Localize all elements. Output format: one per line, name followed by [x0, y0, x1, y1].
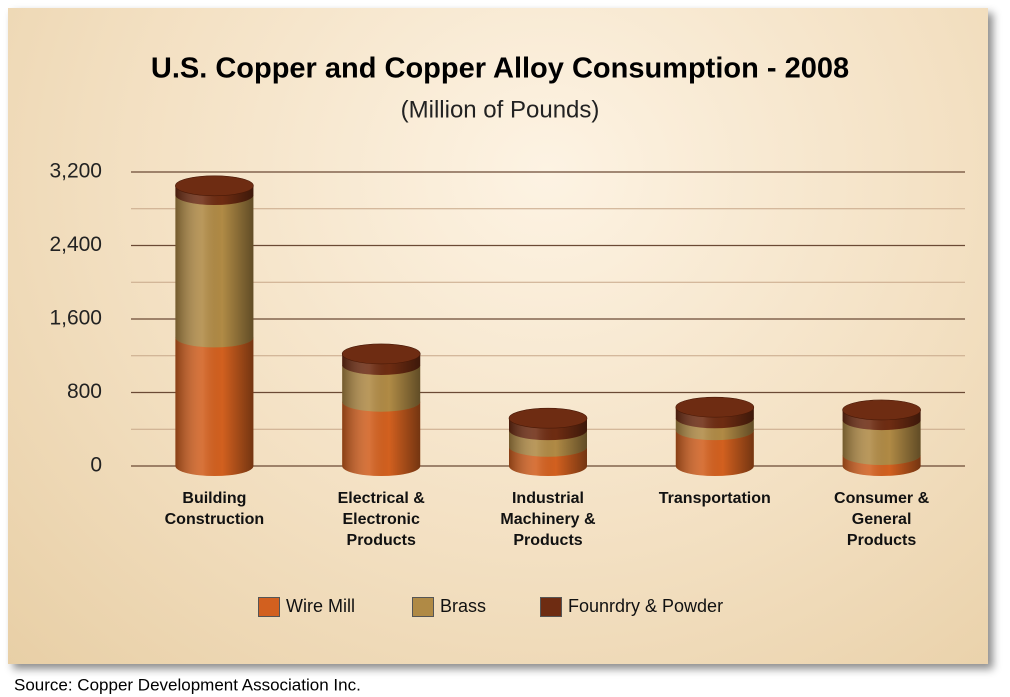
legend-swatch: [258, 597, 280, 617]
cylinder-shading: [342, 401, 421, 477]
y-tick-label: 0: [90, 454, 102, 477]
chart-panel: [8, 8, 988, 664]
chart-subtitle: (Million of Pounds): [401, 96, 600, 123]
x-tick-label: Transportation: [658, 490, 771, 507]
legend-swatch: [540, 597, 562, 617]
x-tick-label: Building Construction: [164, 490, 265, 528]
cylinder-cap: [842, 399, 921, 421]
y-tick-label: 2,400: [49, 233, 102, 256]
cylinder-cap: [341, 343, 421, 365]
chart-title: U.S. Copper and Copper Alloy Consumption…: [151, 53, 849, 85]
y-tick-label: 3,200: [49, 160, 102, 183]
cylinder-cap: [675, 396, 755, 418]
legend-swatch: [412, 597, 434, 617]
legend-label: Brass: [440, 596, 487, 616]
cylinder-cap: [508, 407, 588, 429]
x-tick-label: Electrical & Electronic Products: [337, 490, 425, 549]
cylinder-shading: [175, 337, 254, 477]
legend-label: Wire Mill: [286, 596, 355, 616]
y-tick-label: 1,600: [49, 307, 102, 330]
cylinder-shading: [842, 420, 921, 465]
cylinder-shading: [175, 194, 254, 348]
legend-label: Founrdry & Powder: [568, 596, 724, 616]
cylinder-shading: [342, 364, 421, 412]
cylinder-cap: [175, 175, 254, 197]
source-note: Source: Copper Development Association I…: [14, 675, 361, 694]
y-tick-label: 800: [67, 380, 102, 403]
x-tick-label: Consumer & General Products: [834, 490, 930, 549]
cylinder-shading: [675, 430, 754, 477]
x-tick-label: Industrial Machinery & Products: [500, 490, 596, 549]
